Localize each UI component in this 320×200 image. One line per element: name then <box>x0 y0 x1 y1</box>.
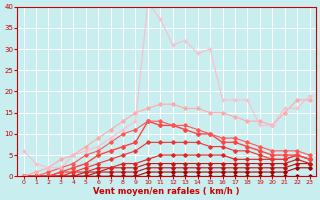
X-axis label: Vent moyen/en rafales ( km/h ): Vent moyen/en rafales ( km/h ) <box>93 187 240 196</box>
